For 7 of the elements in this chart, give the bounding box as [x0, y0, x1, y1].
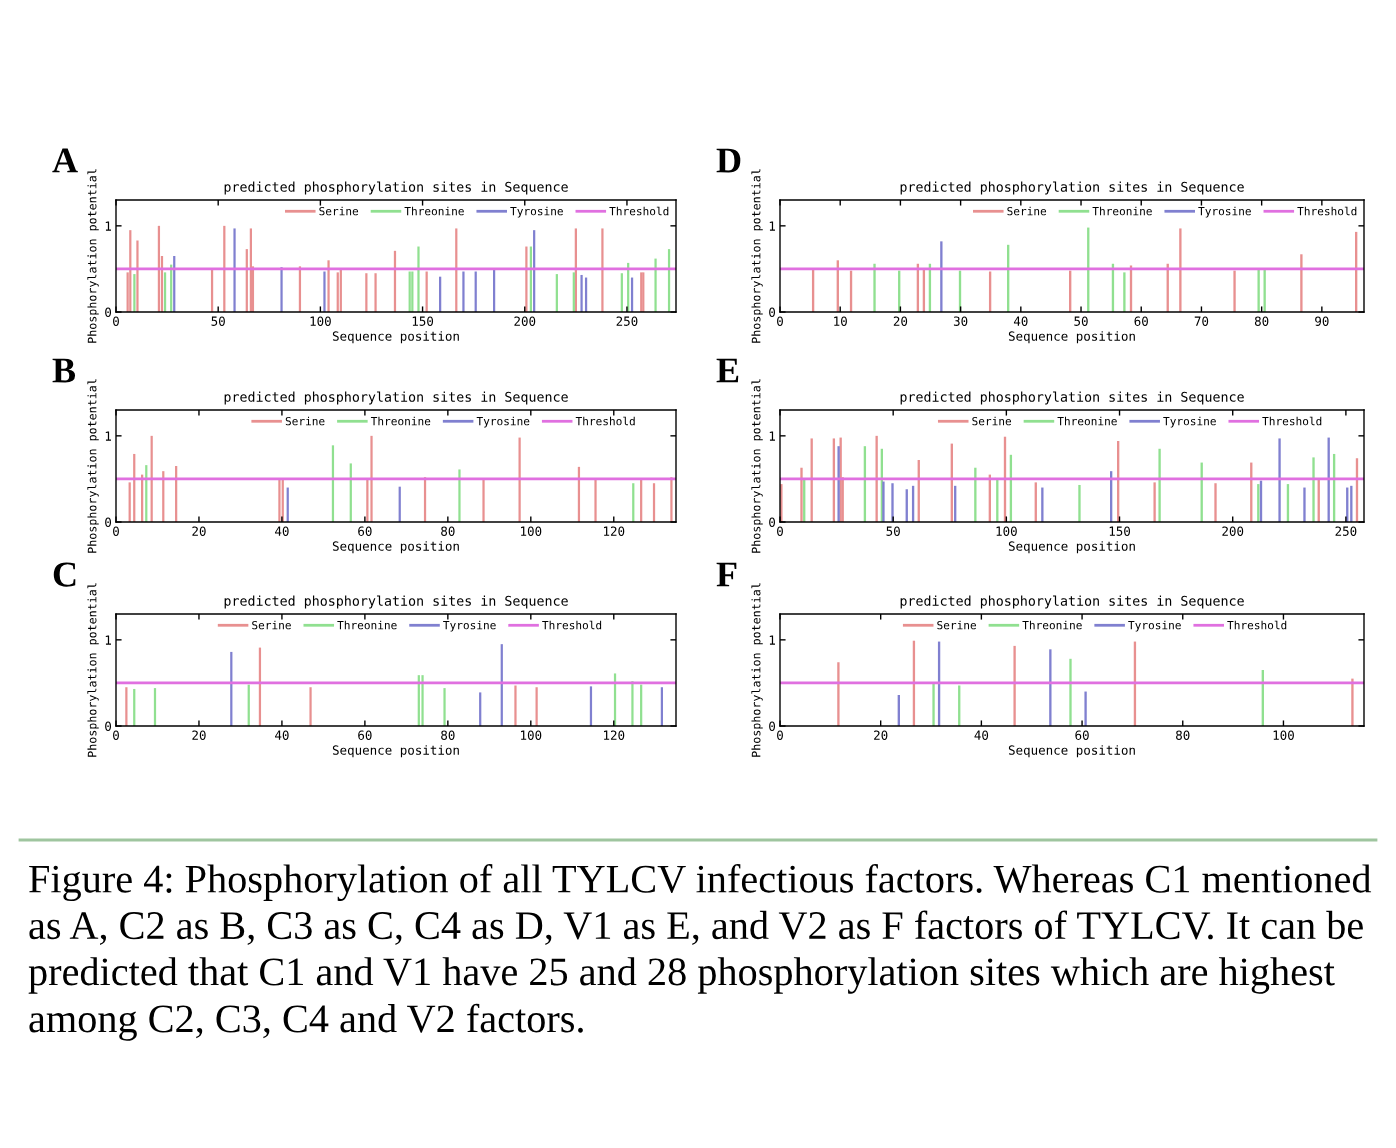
text: E: [716, 358, 739, 383]
caption: Figure 4: Phosphorylation of all TYLCV infectious factors. Whereas C1 mentioned as A, C2 as B, C3 as C, C4 as D, V1 as E, and V2 as F factors of TYLCV. It can be predicted that C1 and V1 have 25 and 28 phosphorylation sites which are highest among C2, C3, C4 and V2 factors.: [28, 864, 1372, 1041]
text: D: [716, 148, 741, 173]
text: A: [52, 148, 78, 173]
text: F: [716, 562, 737, 587]
text: C: [53, 562, 76, 587]
text: B: [52, 358, 76, 383]
